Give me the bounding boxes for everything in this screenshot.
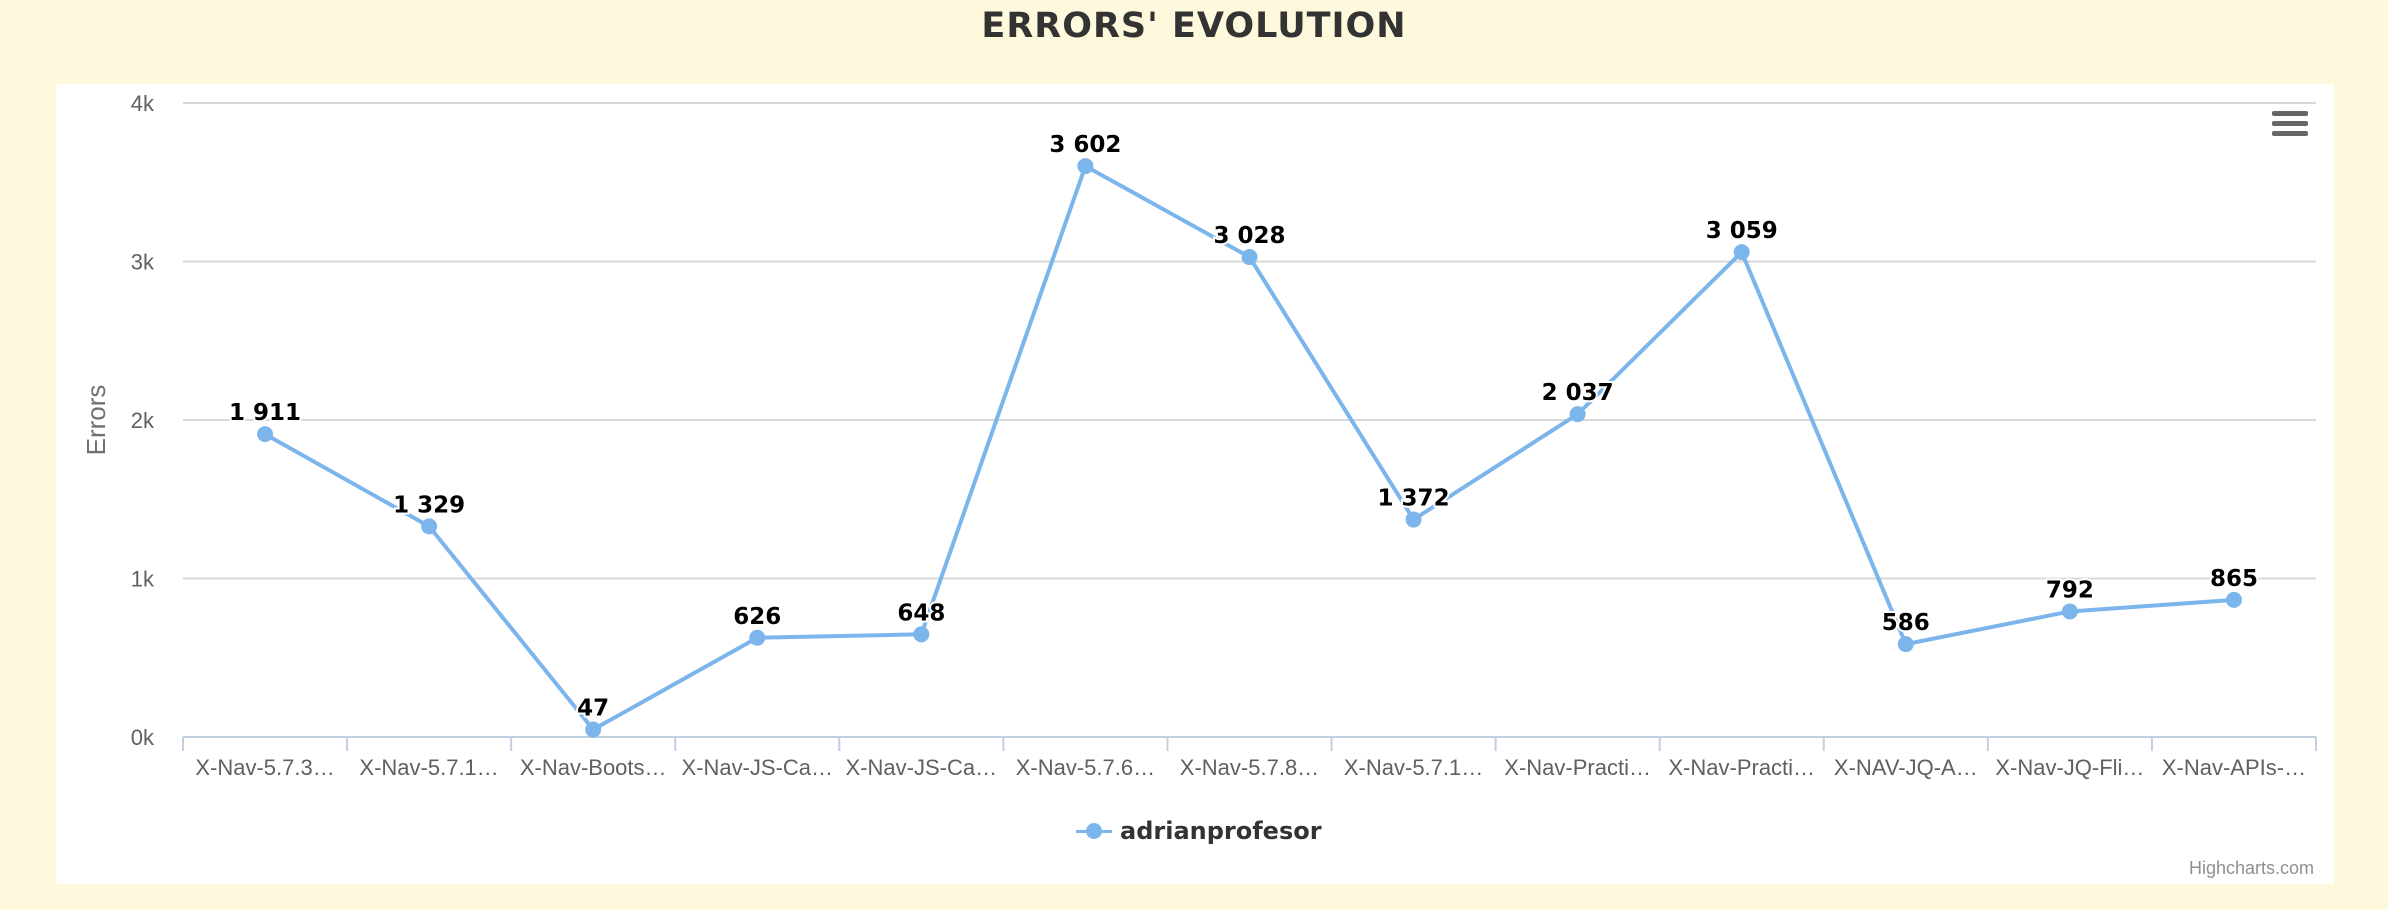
data-point	[1733, 244, 1750, 261]
x-tick-label: X-Nav-Practi…	[1668, 755, 1815, 780]
data-point	[1077, 158, 1094, 175]
y-tick-label: 1k	[131, 567, 155, 592]
x-tick-label: X-Nav-JS-Ca…	[846, 755, 998, 780]
x-tick-label: X-Nav-Boots…	[520, 755, 667, 780]
data-label: 1 911	[229, 400, 301, 426]
data-point	[585, 721, 602, 738]
data-label: 865	[2210, 566, 2258, 592]
x-tick-label: X-Nav-5.7.6…	[1016, 755, 1155, 780]
y-tick-label: 2k	[131, 408, 155, 433]
data-label: 3 028	[1213, 223, 1285, 249]
x-tick-label: X-Nav-JQ-Fli…	[1995, 755, 2144, 780]
chart-title: ERRORS' EVOLUTION	[981, 6, 1407, 46]
x-tick-label: X-Nav-Practi…	[1504, 755, 1651, 780]
data-point	[1897, 636, 1914, 653]
data-label: 2 037	[1542, 380, 1614, 406]
y-axis: 0k 1k 2k 3k 4k Errors	[81, 91, 155, 750]
data-label: 1 329	[393, 492, 465, 518]
data-point	[421, 518, 438, 535]
y-axis-title: Errors	[81, 385, 111, 456]
series-adrianprofesor	[257, 158, 2242, 738]
data-label: 586	[1882, 610, 1930, 636]
data-labels: 1 911 1 329 47 626 648 3 602 3 028 1 372 2 037 3 …	[227, 130, 2260, 723]
data-point	[2061, 603, 2078, 620]
y-tick-label: 4k	[131, 91, 155, 116]
x-tick-label: X-Nav-5.7.8…	[1180, 755, 1319, 780]
data-point	[2225, 591, 2242, 608]
legend-marker-icon	[1076, 821, 1112, 841]
x-tick-label: X-Nav-JS-Ca…	[681, 755, 833, 780]
x-tick-label: X-Nav-APIs-…	[2162, 755, 2306, 780]
y-tick-label: 0k	[131, 725, 155, 750]
chart-panel	[56, 84, 2334, 884]
y-tick-label: 3k	[131, 250, 155, 275]
data-label: 47	[577, 696, 609, 722]
x-tick-label: X-Nav-5.7.1…	[1344, 755, 1483, 780]
data-point	[749, 629, 766, 646]
legend-label: adrianprofesor	[1120, 817, 1322, 845]
credits-link[interactable]: Highcharts.com	[2188, 858, 2314, 878]
data-label: 1 372	[1378, 486, 1450, 512]
x-axis: X-Nav-5.7.3… X-Nav-5.7.1… X-Nav-Boots… X-Na…	[182, 736, 2317, 780]
hamburger-menu-icon[interactable]	[2272, 111, 2308, 141]
x-tick-label: X-Nav-5.7.3…	[195, 755, 334, 780]
x-tick-label: X-Nav-5.7.1…	[359, 755, 498, 780]
legend-item-adrianprofesor[interactable]: adrianprofesor	[1076, 814, 1322, 848]
data-label: 3 059	[1706, 218, 1778, 244]
grid-lines	[183, 102, 2316, 580]
data-point	[1241, 249, 1258, 266]
data-point	[257, 426, 274, 443]
data-point	[1569, 406, 1586, 423]
x-tick-label: X-NAV-JQ-A…	[1834, 755, 1978, 780]
data-point	[913, 626, 930, 643]
data-label: 648	[897, 600, 945, 626]
data-point	[1405, 511, 1422, 528]
data-label: 626	[733, 604, 781, 630]
data-label: 792	[2046, 577, 2094, 603]
data-label: 3 602	[1049, 132, 1121, 158]
